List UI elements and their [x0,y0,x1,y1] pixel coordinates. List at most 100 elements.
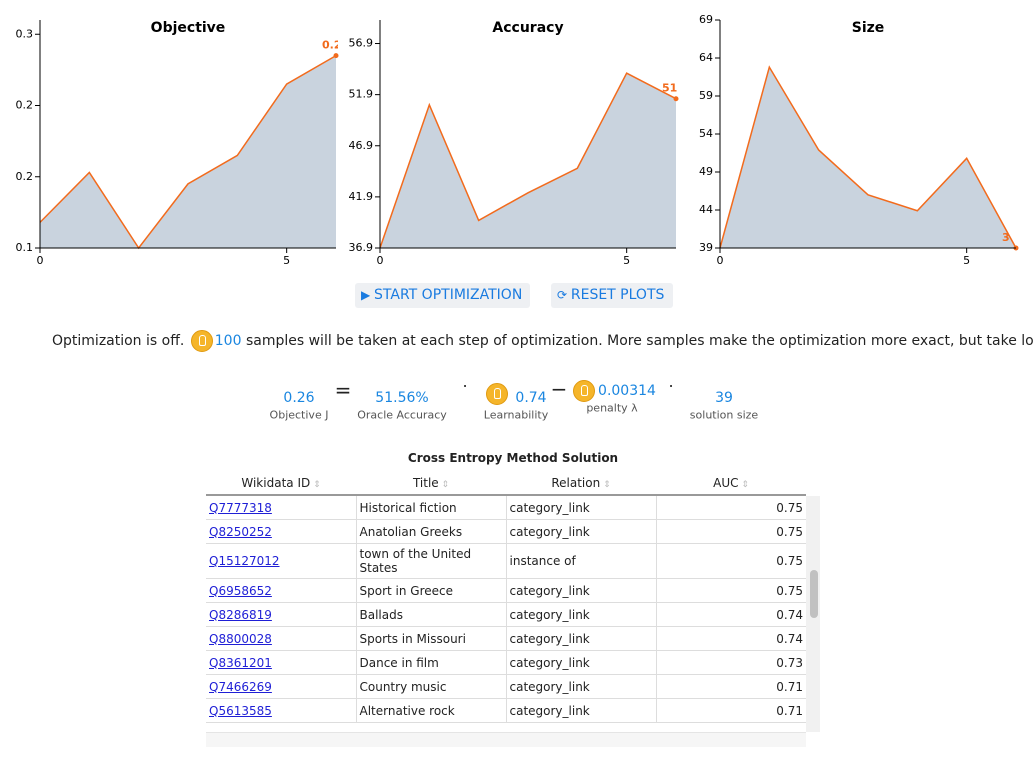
end-label: 51. [662,82,682,95]
table-cell: Q8286819 [206,602,357,627]
column-header[interactable]: Wikidata ID ⇕ [206,472,356,496]
learnability-value[interactable]: 0.74 [515,390,547,406]
table-cell: Q15127012 [206,543,357,579]
header-label: AUC [713,476,739,490]
table-cell: Sport in Greece [356,578,507,603]
y-tick-label: 0.3 [16,27,34,40]
table-row: Q15127012 town of the United States instan… [206,543,806,579]
objective-label: Objective J [269,408,329,422]
y-tick-label: 0.2 [16,170,34,183]
chart: 3 39 44 49 54 59 64 69 0 5 Size [699,13,1019,267]
area [380,73,676,248]
line [39,54,337,250]
x-tick-label: 0 [377,254,384,267]
column-header[interactable]: Title ⇕ [356,472,506,496]
wikidata-link[interactable]: Q7777318 [209,500,272,515]
objective-value: 0.26 [283,390,315,406]
wikidata-link[interactable]: Q8286819 [209,607,272,622]
samples[interactable]: 100 [214,333,242,349]
chart-title: Objective [151,20,226,36]
hand-icon[interactable] [190,330,213,352]
cell-text: Sport in Greece [359,583,454,598]
hand-icon[interactable] [573,380,595,402]
table-cell: 0.75 [656,578,806,603]
charts: 0.2 0.1 0.2 0.2 0.3 0 5 Objective 51. 36.9 41.9 46.… [16,13,1019,267]
table-cell: 0.75 [656,519,806,544]
start-button[interactable]: ▶︎ START OPTIMIZATION [355,283,530,308]
line [719,65,1017,249]
sort-icon: ⇕ [600,480,611,490]
table-cell: 0.73 [656,650,806,675]
y-tick-label: 0.1 [16,241,34,254]
wikidata-link[interactable]: Q8250252 [209,524,272,539]
reset-label: RESET PLOTS [570,287,665,303]
header-label: Title [412,476,439,490]
hand-icon[interactable] [486,383,508,405]
sort-icon: ⇕ [310,480,321,490]
auc: 0.74 [776,631,803,646]
cell-text: Ballads [359,607,403,622]
cell-text: category_link [509,500,590,515]
end-label: 0.2 [322,39,342,52]
auc: 0.74 [776,607,803,622]
table: Wikidata ID ⇕ Title ⇕ Relation ⇕ AUC ⇕ Q777… [206,472,822,747]
y-tick-label: 0.2 [16,99,34,112]
y-tick-label: 46.9 [349,139,374,152]
column-header[interactable]: Relation ⇕ [506,472,656,496]
header-label: Wikidata ID [241,476,311,490]
table-row: Q8800028 Sports in Missouri category_link 0… [206,626,806,651]
y-tick-label: 44 [699,203,713,216]
cell-text: category_link [509,631,590,646]
scroll-thumb[interactable] [810,570,818,618]
wikidata-link[interactable]: Q15127012 [209,554,280,568]
cell-text: category_link [509,703,590,718]
reset-button[interactable]: ⟳ RESET PLOTS [551,283,673,308]
table-cell: category_link [506,602,657,627]
table-cell: 0.71 [656,674,806,699]
table-cell: Historical fiction [356,496,507,520]
table-cell: Q5613585 [206,698,357,723]
table-cell: Q8800028 [206,626,357,651]
cell-text: Alternative rock [359,703,455,718]
operator: − [550,377,568,401]
area [40,55,336,248]
table-title: Cross Entropy Method Solution [407,451,619,465]
table-cell: instance of [506,543,657,579]
operator: · [668,376,674,396]
table-row: Q7466269 Country music category_link 0.71 [206,674,806,699]
cell-text: category_link [509,583,590,598]
cell-text: instance of [509,554,576,568]
table-cell: Ballads [356,602,507,627]
y-tick-label: 64 [699,51,713,64]
h-scrollbar[interactable] [206,732,806,747]
wikidata-link[interactable]: Q8800028 [209,631,272,646]
end-point [673,96,679,102]
table-cell: category_link [506,674,657,699]
table-row: Q6958652 Sport in Greece category_link 0.75 [206,578,806,603]
area [720,67,1016,249]
table-body[interactable]: Q7777318 Historical fiction category_link 0… [206,496,820,732]
cell-text: category_link [509,524,590,539]
y-tick-label: 51.9 [349,88,374,101]
start-label: START OPTIMIZATION [374,287,523,303]
cell-text: category_link [509,655,590,670]
wikidata-link[interactable]: Q7466269 [209,679,272,694]
wikidata-link[interactable]: Q8361201 [209,655,272,670]
table-cell: Alternative rock [356,698,507,723]
auc: 0.71 [776,703,803,718]
table-cell: Dance in film [356,650,507,675]
y-tick-label: 59 [699,89,713,102]
y-tick-label: 56.9 [349,37,374,50]
penalty-value[interactable]: 0.00314 [598,383,656,399]
table-cell: 0.75 [656,543,806,579]
table-row: Q7777318 Historical fiction category_link 0… [206,496,806,520]
table-row: Q5613585 Alternative rock category_link 0.7… [206,698,806,723]
end-label: 3 [1002,231,1010,244]
auc: 0.75 [776,524,803,539]
y-tick-label: 54 [699,127,713,140]
column-header[interactable]: AUC ⇕ [656,472,806,496]
auc: 0.71 [776,679,803,694]
wikidata-link[interactable]: Q5613585 [209,703,272,718]
wikidata-link[interactable]: Q6958652 [209,583,272,598]
